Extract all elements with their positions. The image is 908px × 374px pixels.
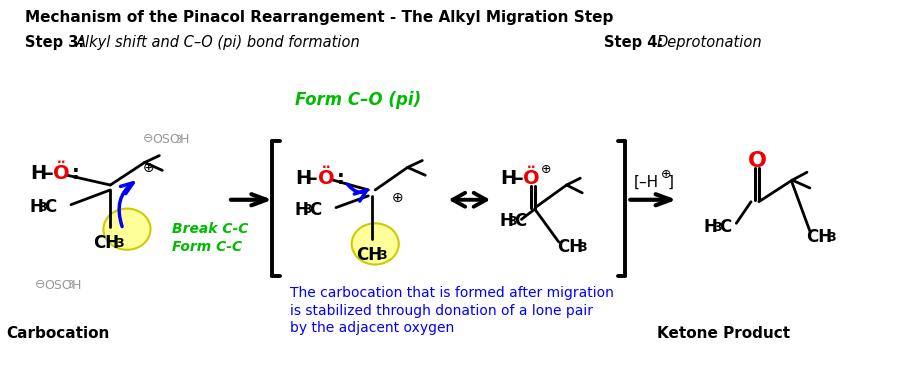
Text: Break C-C: Break C-C [173, 222, 249, 236]
Text: Ketone Product: Ketone Product [657, 326, 790, 341]
Text: 3: 3 [378, 249, 387, 262]
Text: OSO: OSO [44, 279, 73, 292]
Text: OSO: OSO [153, 134, 180, 146]
Text: ⊕: ⊕ [143, 161, 154, 175]
Text: H: H [72, 279, 82, 292]
Text: Ö: Ö [523, 169, 540, 188]
Text: C: C [310, 200, 321, 218]
Text: Form C-C: Form C-C [173, 240, 242, 254]
Text: ⊖: ⊖ [35, 278, 45, 291]
Text: [–H: [–H [633, 175, 658, 190]
Text: by the adjacent oxygen: by the adjacent oxygen [290, 321, 454, 335]
FancyArrowPatch shape [119, 183, 133, 227]
Text: The carbocation that is formed after migration: The carbocation that is formed after mig… [290, 286, 614, 300]
Text: –: – [309, 169, 318, 188]
Text: –: – [44, 164, 54, 183]
Text: :: : [72, 164, 80, 183]
Text: Carbocation: Carbocation [6, 326, 110, 341]
FancyArrowPatch shape [231, 194, 266, 205]
Text: O: O [747, 150, 766, 171]
Text: ⊕: ⊕ [661, 168, 671, 181]
Text: ⊖: ⊖ [143, 132, 153, 145]
Text: 3: 3 [508, 215, 518, 228]
Text: H: H [180, 134, 190, 146]
Text: CH: CH [94, 234, 120, 252]
Text: CH: CH [357, 246, 382, 264]
Text: Alkyl shift and C–O (pi) bond formation: Alkyl shift and C–O (pi) bond formation [76, 35, 360, 50]
Text: Ö: Ö [54, 164, 70, 183]
Text: ⊕: ⊕ [392, 191, 403, 205]
Text: H: H [499, 212, 514, 230]
Text: H: H [499, 169, 516, 188]
Text: 3: 3 [827, 231, 836, 244]
Text: 3: 3 [713, 221, 721, 234]
Text: C: C [44, 197, 57, 216]
Text: CH: CH [806, 228, 832, 246]
Text: 3: 3 [39, 200, 47, 214]
Text: 3: 3 [175, 135, 182, 145]
Text: H: H [295, 169, 311, 188]
Ellipse shape [104, 209, 151, 250]
Text: Step 3:: Step 3: [25, 35, 84, 50]
Text: is stabilized through donation of a lone pair: is stabilized through donation of a lone… [290, 304, 593, 318]
Text: ]: ] [667, 175, 674, 190]
Text: Step 4:: Step 4: [604, 35, 663, 50]
Text: CH: CH [557, 238, 583, 256]
Text: Mechanism of the Pinacol Rearrangement - The Alkyl Migration Step: Mechanism of the Pinacol Rearrangement -… [25, 10, 613, 25]
Text: 3: 3 [115, 237, 123, 250]
Text: 3: 3 [67, 280, 74, 290]
Text: H: H [30, 197, 44, 216]
FancyArrowPatch shape [348, 184, 367, 201]
Text: H: H [30, 164, 46, 183]
Text: :: : [337, 169, 345, 188]
Ellipse shape [351, 223, 399, 264]
Text: H: H [295, 200, 309, 218]
Text: 3: 3 [578, 241, 587, 254]
Text: C: C [515, 212, 527, 230]
Text: C: C [718, 218, 731, 236]
Text: H: H [704, 218, 718, 236]
Text: –: – [514, 169, 523, 188]
FancyArrowPatch shape [453, 193, 486, 207]
Text: Form C–O (pi): Form C–O (pi) [295, 91, 421, 109]
Text: ⊕: ⊕ [541, 163, 551, 176]
Text: Deprotonation: Deprotonation [656, 35, 763, 50]
Text: Ö: Ö [319, 169, 335, 188]
FancyArrowPatch shape [630, 194, 671, 205]
Text: 3: 3 [303, 203, 312, 217]
